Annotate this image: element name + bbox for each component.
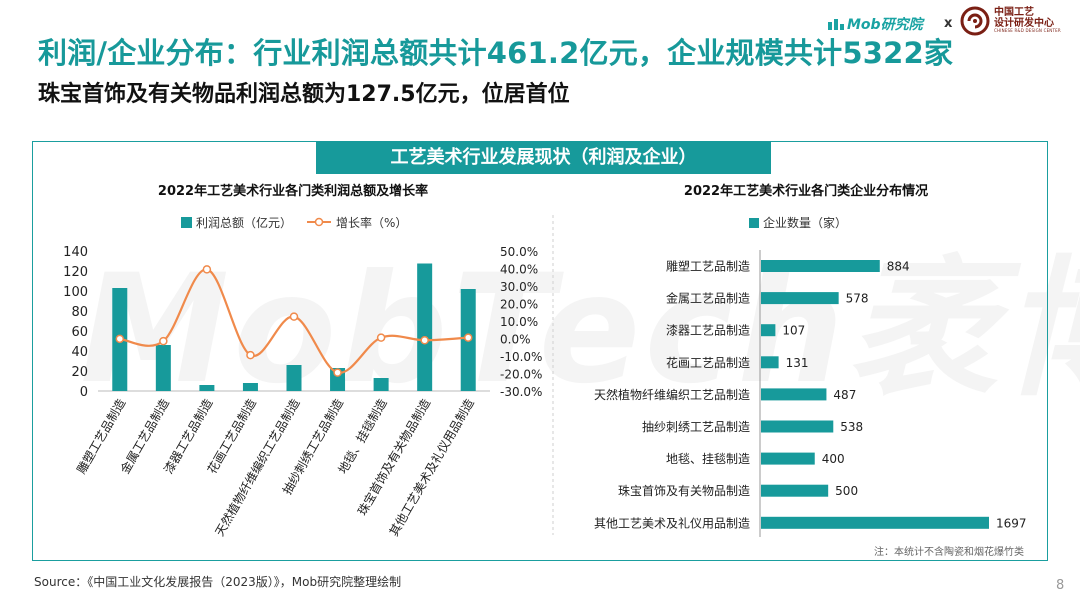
growth-point — [463, 333, 473, 342]
company-bar — [761, 356, 779, 369]
left-axis-tick: 120 — [63, 265, 88, 280]
profit-bar — [199, 385, 215, 391]
left-category-label: 天然植物纤维编织工艺品制造 — [212, 396, 303, 539]
right-category-label: 其他工艺美术及礼仪用品制造 — [594, 515, 750, 530]
company-bar — [761, 452, 815, 465]
right-axis-tick: 50.0% — [500, 245, 538, 259]
growth-line — [119, 268, 469, 374]
design-center-seal-icon — [960, 6, 990, 36]
growth-point — [376, 333, 386, 342]
company-bar — [761, 516, 989, 529]
design-center-name-en: CHINESE R&D DESIGN CENTER — [994, 28, 1061, 34]
right-chart-title: 2022年工艺美术行业各门类企业分布情况 — [684, 183, 928, 199]
growth-point — [333, 368, 342, 377]
section-banner: 工艺美术行业发展现状（利润及企业） — [316, 141, 771, 174]
right-axis-tick: -20.0% — [500, 368, 542, 382]
left-category-label: 其他工艺美术及礼仪用品制造 — [386, 396, 477, 539]
profit-bar — [417, 263, 433, 391]
growth-point — [202, 265, 212, 274]
design-center-name-2: 设计研发中心 — [994, 17, 1054, 29]
growth-point — [246, 350, 255, 360]
profit-bar — [242, 383, 258, 391]
legend-company-label: 企业数量（家） — [763, 215, 847, 230]
company-value-label: 884 — [887, 260, 910, 274]
legend-company-swatch — [749, 218, 759, 228]
left-axis-tick: 100 — [63, 285, 88, 300]
growth-point — [420, 336, 429, 345]
company-value-label: 131 — [786, 356, 809, 370]
profit-bar — [286, 365, 302, 391]
right-axis-tick: 30.0% — [500, 280, 538, 294]
profit-bar — [155, 345, 171, 391]
company-bar — [761, 292, 839, 305]
right-category-label: 花画工艺品制造 — [666, 355, 750, 370]
company-value-label: 1697 — [996, 516, 1027, 530]
company-value-label: 578 — [846, 292, 869, 306]
right-category-label: 珠宝首饰及有关物品制造 — [618, 484, 750, 498]
footnote: 注：本统计不含陶瓷和烟花爆竹类 — [874, 547, 1024, 558]
growth-point — [115, 334, 125, 344]
page-title: 利润/企业分布：行业利润总额共计461.2亿元，企业规模共计5322家 — [38, 36, 954, 70]
mob-logo-text: Mob研究院 — [847, 17, 923, 33]
right-category-label: 地毯、挂毯制造 — [666, 452, 750, 466]
legend-bar-swatch — [181, 217, 192, 228]
company-bar — [761, 484, 829, 497]
company-value-label: 107 — [782, 324, 805, 338]
legend-bar-label: 利润总额（亿元） — [196, 215, 292, 230]
logo-separator: x — [944, 16, 953, 31]
source-text: Source：《中国工业文化发展报告（2023版）》，Mob研究院整理绘制 — [34, 575, 402, 589]
legend-line-label: 增长率（%） — [336, 215, 407, 230]
left-axis-tick: 140 — [63, 245, 88, 260]
right-axis-tick: -30.0% — [500, 385, 542, 399]
design-center-logo: 中国工艺 设计研发中心 CHINESE R&D DESIGN CENTER — [960, 6, 1061, 36]
growth-point — [159, 336, 168, 346]
right-axis-tick: -10.0% — [500, 350, 542, 364]
page-subtitle: 珠宝首饰及有关物品利润总额为127.5亿元，位居首位 — [38, 82, 570, 107]
company-value-label: 538 — [840, 420, 863, 434]
right-category-label: 金属工艺品制造 — [666, 291, 750, 306]
page-number: 8 — [1056, 578, 1065, 593]
right-category-label: 雕塑工艺品制造 — [666, 259, 750, 274]
left-axis-tick: 60 — [71, 325, 88, 340]
left-axis-tick: 80 — [71, 305, 88, 320]
company-value-label: 400 — [822, 452, 845, 466]
right-axis-tick: 10.0% — [500, 315, 538, 329]
right-category-label: 天然植物纤维编织工艺品制造 — [594, 387, 750, 402]
right-category-label: 抽纱刺绣工艺品制造 — [642, 420, 750, 434]
company-bar — [761, 324, 776, 337]
right-category-label: 漆器工艺品制造 — [666, 324, 750, 338]
right-axis-tick: 40.0% — [500, 263, 538, 277]
legend-line-marker — [314, 217, 324, 227]
profit-bar — [373, 378, 389, 391]
company-value-label: 500 — [835, 484, 858, 498]
growth-point — [289, 312, 299, 321]
left-axis-tick: 0 — [80, 385, 88, 400]
company-bar — [761, 388, 827, 401]
design-center-name-1: 中国工艺 — [994, 7, 1034, 19]
left-axis-tick: 20 — [71, 365, 88, 380]
left-chart-title: 2022年工艺美术行业各门类利润总额及增长率 — [158, 183, 428, 199]
right-axis-tick: 0.0% — [500, 333, 531, 347]
right-axis-tick: 20.0% — [500, 298, 538, 312]
company-bar — [761, 420, 834, 433]
mob-logo-icon — [828, 19, 844, 30]
left-axis-tick: 40 — [71, 345, 88, 360]
company-bar — [761, 260, 880, 272]
mob-logo: Mob研究院 — [828, 14, 923, 34]
company-value-label: 487 — [833, 388, 856, 402]
